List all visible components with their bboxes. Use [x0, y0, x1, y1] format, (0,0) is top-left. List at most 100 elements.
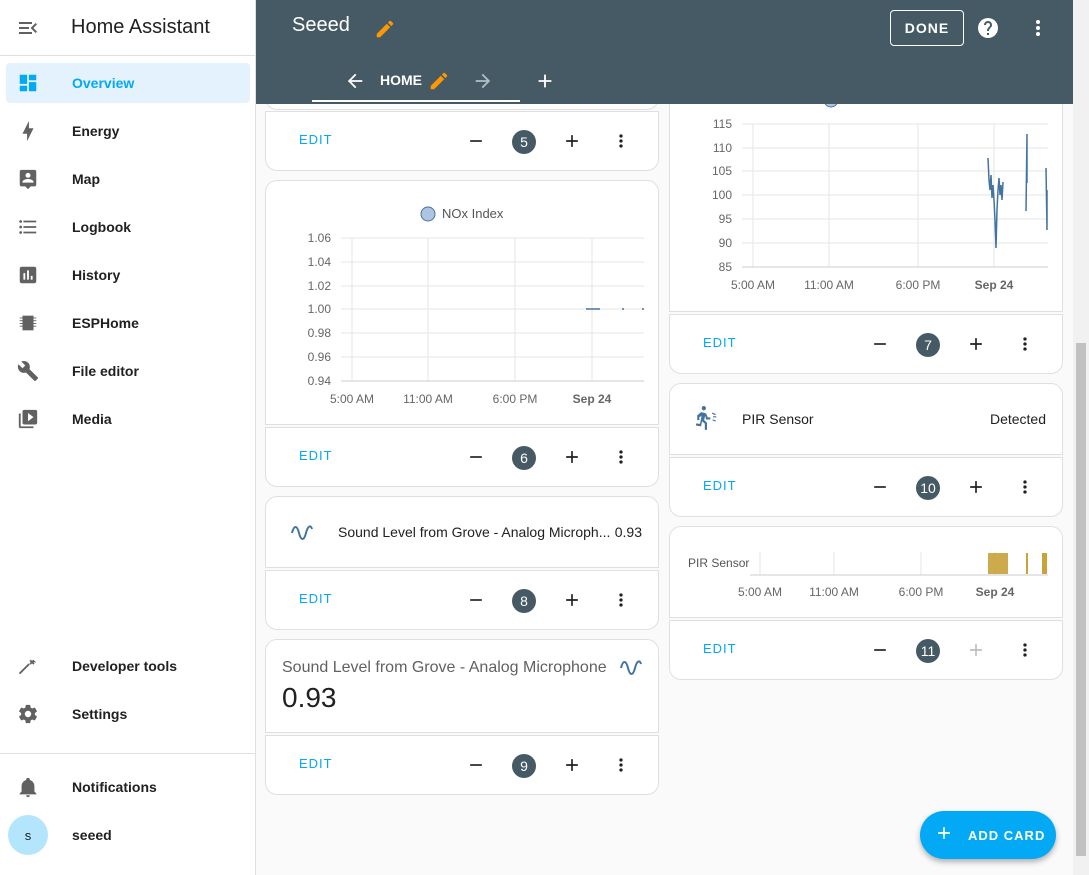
card-edit-bar: EDIT 11: [669, 620, 1063, 680]
edit-card-button[interactable]: EDIT: [703, 641, 737, 656]
card-position-badge: 10: [916, 476, 940, 500]
nox-chart: NOx Index 1.06 1.04 1.02 1.00 0.98 0.96 …: [308, 206, 644, 406]
sidebar-item-settings[interactable]: Settings: [6, 694, 250, 734]
move-up-button[interactable]: [562, 755, 582, 780]
plus-icon: [970, 644, 982, 656]
sidebar-item-file-editor[interactable]: File editor: [6, 351, 250, 391]
sidebar-item-user[interactable]: s seeed: [6, 815, 250, 855]
edit-card-button[interactable]: EDIT: [299, 756, 333, 771]
x-tick: 11:00 AM: [403, 392, 453, 406]
card-more-button[interactable]: [1015, 640, 1035, 665]
card-position-badge: 8: [512, 589, 536, 613]
edit-card-button[interactable]: EDIT: [703, 335, 737, 350]
move-up-button[interactable]: [966, 334, 986, 359]
scrollbar-thumb[interactable]: [1076, 343, 1086, 856]
y-tick: 90: [719, 236, 733, 250]
sound-entity-card[interactable]: Sound Level from Grove - Analog Microph.…: [265, 496, 659, 568]
move-down-button[interactable]: [466, 590, 486, 615]
card-more-button[interactable]: [611, 447, 631, 472]
add-view-button[interactable]: [534, 70, 556, 97]
voc-series-line: [1045, 167, 1048, 231]
plus-icon: [970, 338, 982, 350]
edit-card-button[interactable]: EDIT: [703, 478, 737, 493]
pir-on-segment[interactable]: [1042, 553, 1047, 574]
bar-chart-icon: [6, 264, 50, 286]
pencil-icon: [376, 20, 394, 38]
pir-entity-card[interactable]: PIR Sensor Detected: [669, 383, 1063, 455]
move-down-button[interactable]: [466, 755, 486, 780]
sidebar-item-energy[interactable]: Energy: [6, 111, 250, 151]
menu-toggle-button[interactable]: [0, 0, 56, 56]
add-card-button[interactable]: ADD CARD: [920, 811, 1056, 859]
sidebar-item-label: Notifications: [72, 779, 157, 795]
edit-view-button[interactable]: [428, 70, 450, 97]
sidebar-item-notifications[interactable]: Notifications: [6, 767, 250, 807]
card-more-button[interactable]: [611, 755, 631, 780]
y-tick: 115: [713, 117, 732, 131]
sidebar-item-esphome[interactable]: ESPHome: [6, 303, 250, 343]
card-edit-bar: EDIT 7: [669, 314, 1063, 374]
more-options-button[interactable]: [1026, 16, 1050, 45]
entity-state: 0.93: [614, 524, 642, 540]
sidebar-item-overview[interactable]: Overview: [6, 63, 250, 103]
sidebar-item-label: Settings: [72, 706, 128, 722]
move-view-right-button[interactable]: [472, 70, 494, 97]
done-button[interactable]: DONE: [890, 10, 964, 46]
voc-series-line: [1025, 133, 1028, 212]
sidebar-item-map[interactable]: Map: [6, 159, 250, 199]
edit-title-button[interactable]: [374, 18, 396, 45]
move-down-button[interactable]: [466, 131, 486, 156]
x-tick: 5:00 AM: [731, 278, 775, 292]
y-tick: 1.02: [308, 279, 332, 293]
move-view-left-button[interactable]: [344, 70, 366, 97]
y-tick: 95: [719, 212, 733, 226]
x-tick: Sep 24: [573, 392, 612, 406]
card-position-badge: 11: [916, 639, 940, 663]
move-down-button[interactable]: [870, 477, 890, 502]
pir-on-segment[interactable]: [1026, 553, 1028, 574]
sidebar-item-logbook[interactable]: Logbook: [6, 207, 250, 247]
move-up-button[interactable]: [966, 640, 986, 665]
sidebar-item-label: History: [72, 267, 121, 283]
sidebar-item-history[interactable]: History: [6, 255, 250, 295]
minus-icon: [470, 764, 482, 766]
minus-icon: [874, 649, 886, 651]
sidebar-item-media[interactable]: Media: [6, 399, 250, 439]
dots-vertical-icon: [619, 134, 623, 148]
move-up-button[interactable]: [562, 131, 582, 156]
hammer-icon: [6, 655, 50, 677]
x-tick: 6:00 PM: [493, 392, 538, 406]
tab-home[interactable]: HOME: [380, 72, 422, 88]
card-more-button[interactable]: [1015, 334, 1035, 359]
move-up-button[interactable]: [562, 447, 582, 472]
pencil-icon: [430, 72, 448, 90]
move-down-button[interactable]: [870, 334, 890, 359]
card-more-button[interactable]: [611, 590, 631, 615]
edit-card-button[interactable]: EDIT: [299, 591, 333, 606]
card-more-button[interactable]: [1015, 477, 1035, 502]
sidebar-item-label: Media: [72, 411, 112, 427]
sidebar-item-developer-tools[interactable]: Developer tools: [6, 646, 250, 686]
scrollbar[interactable]: [1073, 0, 1089, 875]
move-up-button[interactable]: [562, 590, 582, 615]
legend-label[interactable]: NOx Index: [442, 206, 504, 221]
toolbar: Seeed DONE HOME: [256, 0, 1073, 104]
edit-card-button[interactable]: EDIT: [299, 448, 333, 463]
menu-open-icon: [19, 21, 37, 34]
sidebar-item-label: Developer tools: [72, 658, 178, 674]
timeline-label: PIR Sensor: [688, 556, 749, 570]
y-tick: 0.98: [308, 326, 332, 340]
help-button[interactable]: [976, 16, 1000, 45]
sound-sensor-card[interactable]: Sound Level from Grove - Analog Micropho…: [265, 639, 659, 733]
entity-name: PIR Sensor: [742, 411, 814, 427]
move-down-button[interactable]: [466, 447, 486, 472]
gear-icon: [6, 703, 50, 725]
move-down-button[interactable]: [870, 640, 890, 665]
pir-on-segment[interactable]: [988, 553, 1008, 574]
edit-card-button[interactable]: EDIT: [299, 132, 333, 147]
dots-vertical-icon: [1036, 20, 1040, 36]
y-tick: 110: [713, 141, 732, 155]
card-more-button[interactable]: [611, 131, 631, 156]
y-tick: 85: [719, 260, 733, 274]
move-up-button[interactable]: [966, 477, 986, 502]
